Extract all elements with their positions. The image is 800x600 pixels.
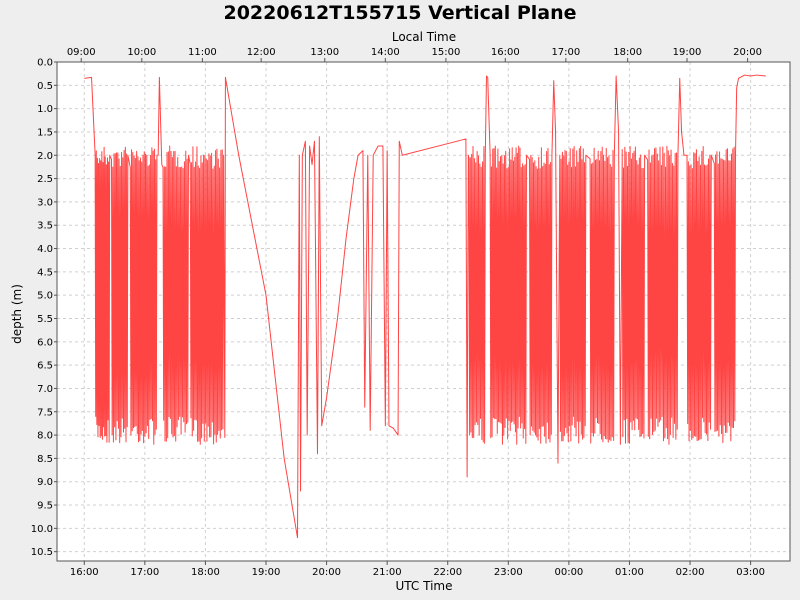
x-tick-label: 17:00 [130, 567, 159, 578]
y-tick-label: 7.5 [37, 407, 53, 418]
x-axis-label: UTC Time [396, 579, 453, 593]
y-tick-label: 0.5 [37, 81, 53, 92]
x2-tick-label: 16:00 [491, 47, 520, 58]
y-axis-label: depth (m) [10, 284, 24, 344]
y-tick-label: 0.0 [37, 58, 53, 69]
y-tick-label: 10.5 [31, 547, 53, 558]
y-tick-label: 1.0 [37, 104, 53, 115]
y-tick-label: 3.0 [37, 197, 53, 208]
series-layer [84, 74, 766, 539]
plot-frame [56, 61, 791, 562]
y-tick-label: 4.5 [37, 267, 53, 278]
y-tick-label: 9.0 [37, 477, 53, 488]
x2-tick-label: 11:00 [188, 47, 217, 58]
x2-axis-label: Local Time [392, 30, 456, 44]
x-tick-label: 19:00 [252, 567, 281, 578]
y-tick-label: 4.0 [37, 244, 53, 255]
y-tick-label: 5.0 [37, 291, 53, 302]
x2-tick-label: 19:00 [673, 47, 702, 58]
x2-tick-label: 20:00 [733, 47, 762, 58]
y-tick-label: 8.5 [37, 454, 53, 465]
x-tick-label: 16:00 [70, 567, 99, 578]
y-tick-label: 1.5 [37, 127, 53, 138]
series-line-depth [84, 74, 766, 539]
x2-tick-label: 10:00 [127, 47, 156, 58]
axes: 0.0 0.5 1.0 1.5 2.0 2.5 3.0 3.5 4.0 4.5 5.0 5.5 6.0 6… [31, 47, 791, 578]
chart-title: 20220612T155715 Vertical Plane [223, 2, 576, 24]
x2-tick-label: 15:00 [432, 47, 461, 58]
y-tick-label: 2.5 [37, 174, 53, 185]
x-tick-label: 18:00 [191, 567, 220, 578]
x-tick-label: 00:00 [554, 567, 583, 578]
x-tick-label: 01:00 [615, 567, 644, 578]
x2-tick-label: 17:00 [551, 47, 580, 58]
y-tick-label: 7.0 [37, 384, 53, 395]
y-tick-label: 6.5 [37, 361, 53, 372]
x-tick-label: 23:00 [494, 567, 523, 578]
y-tick-label: 6.0 [37, 337, 53, 348]
y-tick-label: 2.0 [37, 151, 53, 162]
x2-tick-label: 12:00 [247, 47, 276, 58]
y-tick-label: 8.0 [37, 431, 53, 442]
x-tick-label: 03:00 [736, 567, 765, 578]
x-tick-label: 22:00 [433, 567, 462, 578]
x-tick-label: 20:00 [312, 567, 341, 578]
x2-tick-label: 18:00 [613, 47, 642, 58]
y-tick-label: 10.0 [31, 524, 53, 535]
y-tick-label: 5.5 [37, 314, 53, 325]
x2-tick-label: 13:00 [310, 47, 339, 58]
x-tick-label: 02:00 [676, 567, 705, 578]
x-tick-label: 21:00 [373, 567, 402, 578]
y-tick-label: 9.5 [37, 501, 53, 512]
y-tick-label: 3.5 [37, 221, 53, 232]
x2-tick-label: 14:00 [371, 47, 400, 58]
x2-tick-label: 09:00 [67, 47, 96, 58]
